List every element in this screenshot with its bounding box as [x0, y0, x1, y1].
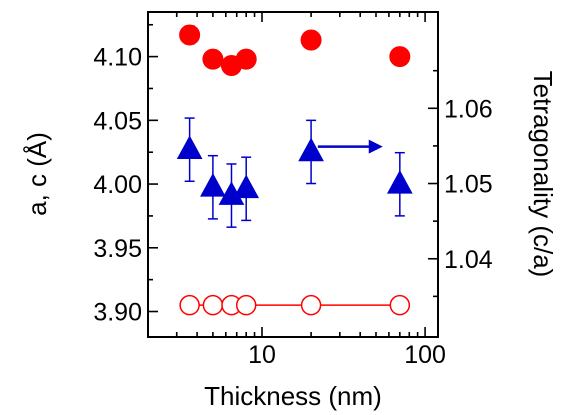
annotation-layer: [317, 139, 383, 154]
data-point: [233, 174, 260, 199]
marks-layer: [176, 24, 413, 316]
y-right-tick-label: 1.05: [444, 171, 493, 199]
y-right-tick-label: 1.04: [444, 246, 493, 274]
y-left-tick-label: 4.05: [93, 107, 142, 135]
data-point: [298, 137, 324, 162]
data-point: [176, 135, 203, 159]
data-point: [300, 29, 322, 51]
data-point: [389, 294, 411, 316]
x-axis-title: Thickness (nm): [204, 381, 382, 411]
y-left-tick-label: 3.90: [93, 299, 142, 327]
data-point: [202, 48, 224, 70]
y-left-tick-label: 3.95: [93, 235, 142, 263]
y-left-tick-label: 4.10: [93, 44, 142, 72]
x-tick-label: 100: [404, 341, 446, 369]
y-left-tick-label: 4.00: [93, 171, 142, 199]
plot-frame: [147, 11, 439, 338]
data-point: [235, 48, 257, 70]
data-point: [386, 170, 413, 194]
data-point: [179, 24, 201, 46]
data-point: [389, 46, 411, 68]
data-point: [202, 294, 224, 316]
data-point: [200, 173, 226, 197]
data-point: [300, 294, 322, 316]
data-point: [179, 294, 200, 316]
data-point: [235, 294, 257, 316]
y-axis-left-title: a, c (Å): [22, 132, 52, 216]
annotation-arrow-head: [368, 139, 383, 154]
y-right-tick-label: 1.06: [444, 95, 493, 123]
ticks-layer: 10 100 3.90 3.95 4.00 4.05 4.10 1.04 1.05 1.06: [93, 12, 493, 369]
y-axis-right-title: Tetragonality (c/a): [528, 71, 558, 278]
x-tick-label: 10: [248, 341, 276, 369]
